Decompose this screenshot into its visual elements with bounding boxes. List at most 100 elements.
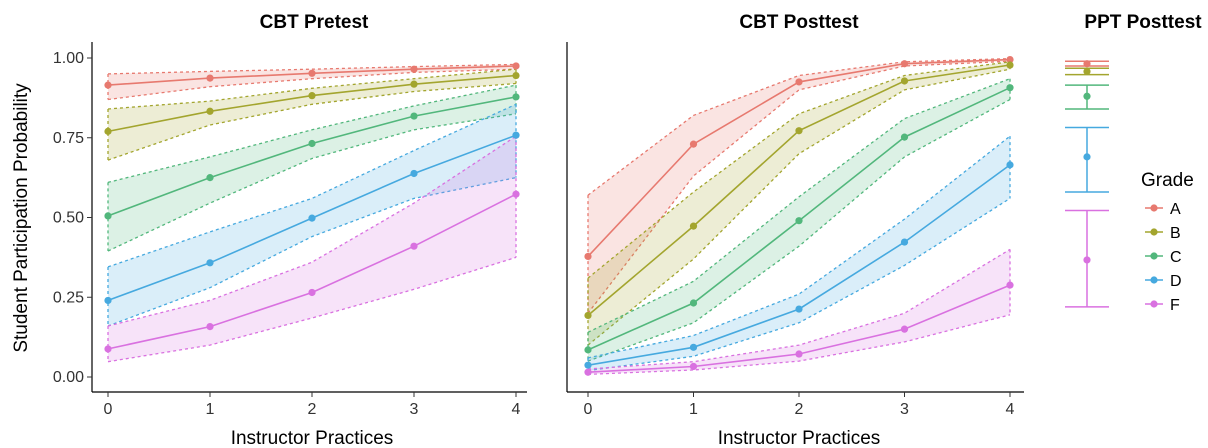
ribbon-B xyxy=(588,61,1010,346)
point-C xyxy=(1083,92,1091,100)
ribbon-A xyxy=(108,64,516,100)
data-point-C xyxy=(104,212,112,220)
data-point-A xyxy=(795,78,803,86)
data-point-F xyxy=(512,190,520,198)
panel-ppt-posttest: PPT Posttest xyxy=(1065,12,1202,308)
data-point-B xyxy=(584,311,592,320)
data-point-B xyxy=(512,71,520,80)
ribbon-upper-B xyxy=(107,68,517,110)
ribbon-F xyxy=(588,249,1010,375)
ribbon-upper-F xyxy=(107,135,517,327)
data-point-C xyxy=(512,93,520,101)
panel-cbt-pretest: CBT Pretest 0 1 2 3 4 Instructor Practices 0.00… xyxy=(53,12,527,448)
data-point-F xyxy=(795,350,803,358)
x-tick-label: 3 xyxy=(900,401,909,418)
y-axis-label: Student Participation Probability xyxy=(11,83,32,353)
y-tick-label: 0.75 xyxy=(53,130,84,147)
legend-label-C: C xyxy=(1170,249,1182,266)
data-point-A xyxy=(308,69,316,77)
point-A xyxy=(1083,60,1091,68)
legend-key-point-D xyxy=(1150,276,1158,284)
data-point-D xyxy=(104,296,112,305)
y-tick-label: 0.00 xyxy=(53,369,84,386)
legend-key-point-C xyxy=(1150,252,1158,260)
ribbon-upper-C xyxy=(107,84,517,184)
legend-key-point-B xyxy=(1150,228,1158,236)
data-point-C xyxy=(206,174,214,182)
ribbon-upper-B xyxy=(587,61,1011,279)
ribbon-C xyxy=(108,85,516,251)
y-tick-label: 0.25 xyxy=(53,289,84,306)
data-point-C xyxy=(1006,84,1014,92)
legend-label-A: A xyxy=(1170,201,1181,218)
x-tick-label: 4 xyxy=(512,401,521,418)
ribbon-lower-C xyxy=(587,98,1011,362)
panel-cbt-posttest: CBT Posttest 0 1 2 3 4 Instructor Practices xyxy=(566,12,1024,448)
data-point-B xyxy=(410,80,418,88)
y-tick-label: 1.00 xyxy=(53,50,84,67)
ribbon-upper-A xyxy=(587,57,1011,196)
data-point-C xyxy=(900,133,909,141)
legend-title: Grade xyxy=(1141,170,1194,191)
data-point-A xyxy=(900,60,909,68)
ribbon-lower-C xyxy=(107,113,517,252)
x-tick-label: 1 xyxy=(689,401,698,418)
data-point-F xyxy=(206,322,214,331)
x-tick-label: 0 xyxy=(104,401,113,418)
point-D xyxy=(1083,153,1091,161)
data-point-F xyxy=(104,345,112,353)
ribbon-lower-F xyxy=(587,314,1011,376)
data-point-B xyxy=(795,127,803,135)
data-point-C xyxy=(795,217,803,225)
data-point-D xyxy=(308,214,316,222)
data-point-D xyxy=(1006,161,1014,169)
data-point-B xyxy=(900,77,909,85)
ribbon-lower-A xyxy=(587,60,1011,314)
legend-label-F: F xyxy=(1170,297,1180,314)
data-point-D xyxy=(410,169,418,178)
data-point-D xyxy=(689,343,698,351)
ribbon-lower-D xyxy=(587,197,1011,372)
data-point-B xyxy=(308,92,316,100)
data-point-A xyxy=(584,252,592,261)
data-point-F xyxy=(900,325,909,333)
data-point-A xyxy=(512,62,520,70)
legend-key-point-A xyxy=(1150,204,1158,212)
data-point-F xyxy=(584,368,592,376)
data-point-A xyxy=(206,74,214,82)
point-F xyxy=(1083,256,1091,264)
data-point-A xyxy=(1006,55,1014,64)
legend-label-B: B xyxy=(1170,225,1181,242)
x-axis-label: Instructor Practices xyxy=(231,428,394,448)
x-tick-label: 2 xyxy=(308,401,317,418)
data-point-D xyxy=(795,305,803,313)
data-point-D xyxy=(900,238,909,246)
data-point-D xyxy=(584,361,592,369)
data-point-C xyxy=(689,299,698,307)
x-tick-label: 1 xyxy=(206,401,215,418)
ribbon-upper-C xyxy=(587,78,1011,333)
x-tick-label: 2 xyxy=(795,401,804,418)
legend-key-point-F xyxy=(1150,300,1158,308)
x-tick-label: 4 xyxy=(1006,401,1015,418)
data-point-A xyxy=(104,81,112,89)
x-axis-label: Instructor Practices xyxy=(718,428,881,448)
x-tick-label: 3 xyxy=(410,401,419,418)
data-point-F xyxy=(689,362,698,371)
data-point-A xyxy=(689,140,698,148)
y-tick-label: 0.50 xyxy=(53,210,84,227)
data-point-F xyxy=(308,288,316,297)
ribbon-lower-D xyxy=(107,176,517,327)
ribbon-A xyxy=(588,58,1010,314)
panel-title: CBT Posttest xyxy=(739,12,859,33)
legend-label-D: D xyxy=(1170,273,1182,290)
data-point-D xyxy=(512,131,520,139)
data-point-A xyxy=(410,65,418,73)
panel-title: CBT Pretest xyxy=(260,12,369,33)
ribbon-lower-B xyxy=(107,82,517,161)
data-point-F xyxy=(410,242,418,250)
ribbon-lower-F xyxy=(107,256,517,363)
data-point-B xyxy=(104,127,112,135)
